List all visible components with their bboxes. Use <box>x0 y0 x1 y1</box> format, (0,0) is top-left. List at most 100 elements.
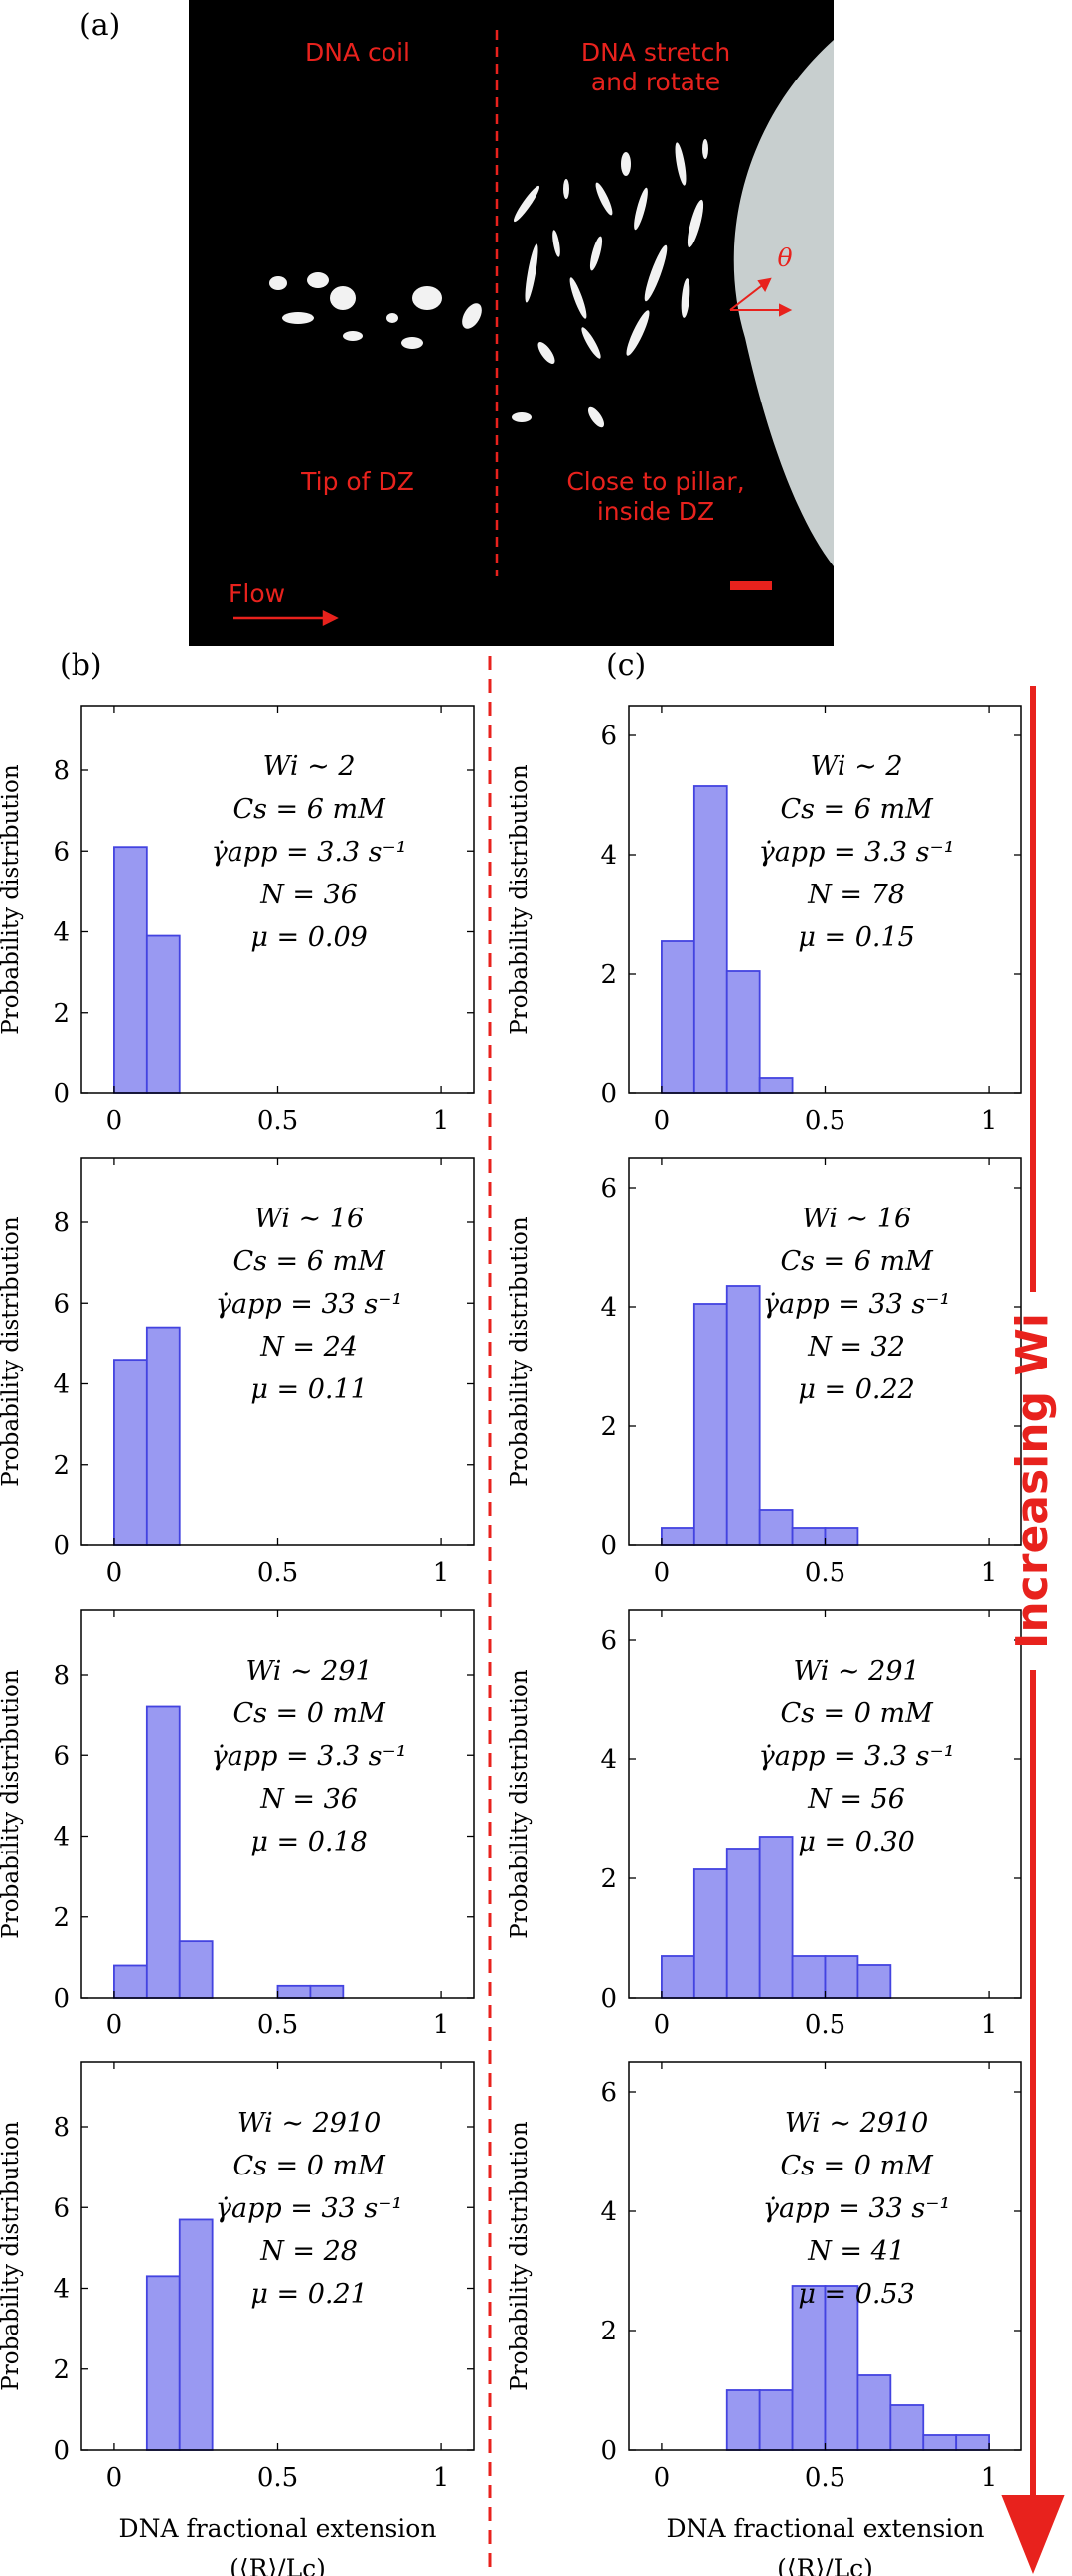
annotation-line-c1-0: Wi ∼ 2 <box>811 751 903 782</box>
x-tick-label-b3-0: 0 <box>106 2011 123 2040</box>
annotation-line-c2-3: N = 32 <box>807 1332 905 1363</box>
x-tick-label-c3-2: 1 <box>981 2011 997 2040</box>
y-tick-label-c4-0: 0 <box>600 2436 617 2466</box>
y-tick-label-b4-1: 2 <box>53 2355 70 2385</box>
y-tick-label-c4-1: 2 <box>600 2317 617 2346</box>
annotation-line-b3-3: N = 36 <box>259 1784 358 1815</box>
y-axis-label-c3: Probability distribution <box>507 1669 533 1939</box>
y-axis-label-c2: Probability distribution <box>507 1216 533 1487</box>
x-tick-label-c3-0: 0 <box>654 2011 671 2040</box>
y-tick-label-b2-4: 8 <box>53 1208 70 1238</box>
y-tick-label-c1-1: 2 <box>600 960 617 990</box>
x-tick-label-b1-1: 0.5 <box>257 1106 298 1136</box>
y-tick-label-b1-0: 0 <box>53 1079 70 1109</box>
y-tick-label-b4-0: 0 <box>53 2436 70 2466</box>
histogram-bar-b3-2 <box>178 1940 214 1999</box>
y-axis-label-b2: Probability distribution <box>0 1216 24 1487</box>
y-axis-label-b4: Probability distribution <box>0 2121 24 2391</box>
histogram-bar-b3-4 <box>309 1984 345 1999</box>
histogram-bar-c3-3 <box>758 1836 794 1999</box>
histogram-bar-b1-1 <box>145 934 181 1094</box>
annotation-line-c3-1: Cs = 0 mM <box>780 1698 934 1729</box>
y-tick-label-c1-2: 4 <box>600 841 617 871</box>
annotation-line-b1-1: Cs = 6 mM <box>232 794 386 825</box>
label-theta: θ <box>777 243 793 272</box>
histogram-bar-b4-0 <box>145 2275 181 2451</box>
label-dna-coil: DNA coil <box>305 38 410 67</box>
annotation-line-c4-2: γ̇app = 33 s⁻¹ <box>763 2193 950 2224</box>
y-tick-label-c2-1: 2 <box>600 1412 617 1442</box>
x-axis-label-b4: DNA fractional extension <box>119 2514 437 2543</box>
annotation-line-c4-4: μ = 0.53 <box>798 2279 914 2310</box>
annotation-line-b3-4: μ = 0.18 <box>250 1827 367 1857</box>
flow-arrow-icon <box>233 609 339 627</box>
annotation-line-b1-0: Wi ∼ 2 <box>263 751 356 782</box>
histogram-bar-c4-4 <box>856 2374 892 2451</box>
histogram-bar-c3-6 <box>856 1964 892 1999</box>
y-tick-label-b3-3: 6 <box>53 1741 70 1771</box>
y-tick-label-b2-0: 0 <box>53 1531 70 1561</box>
histogram-bar-c4-0 <box>725 2389 761 2451</box>
x-axis-label-c4: DNA fractional extension <box>667 2514 985 2543</box>
y-tick-label-b2-2: 4 <box>53 1370 70 1400</box>
x-tick-label-c1-2: 1 <box>981 1106 997 1136</box>
annotation-line-b2-3: N = 24 <box>259 1332 358 1363</box>
annotation-line-b4-1: Cs = 0 mM <box>232 2151 386 2181</box>
annotation-line-b2-0: Wi ∼ 16 <box>254 1204 364 1234</box>
microscopy-image: DNA coil DNA stretch and rotate Tip of D… <box>189 0 834 646</box>
y-tick-label-b1-4: 8 <box>53 756 70 786</box>
label-flow: Flow <box>229 579 286 608</box>
histogram-bar-c4-2 <box>791 2285 827 2451</box>
y-tick-label-b4-4: 8 <box>53 2113 70 2143</box>
histogram-bar-c3-1 <box>692 1868 728 1999</box>
y-tick-label-c1-0: 0 <box>600 1079 617 1109</box>
histogram-bar-b3-0 <box>113 1964 148 1999</box>
label-dna-stretch: DNA stretch and rotate <box>580 38 731 96</box>
annotation-line-b2-1: Cs = 6 mM <box>232 1246 386 1277</box>
histogram-bar-c3-0 <box>661 1955 695 1999</box>
histogram-bar-c1-0 <box>661 940 695 1094</box>
label-tip-dz: Tip of DZ <box>301 467 414 496</box>
histogram-bar-c4-7 <box>955 2434 990 2451</box>
histogram-bar-b4-1 <box>178 2218 214 2451</box>
panel-label-b: (b) <box>60 648 102 683</box>
panel-label-c: (c) <box>606 648 647 683</box>
y-tick-label-c3-0: 0 <box>600 1984 617 2013</box>
annotation-line-c4-1: Cs = 0 mM <box>780 2151 934 2181</box>
y-tick-label-b3-1: 2 <box>53 1903 70 1933</box>
histogram-bar-c1-2 <box>725 970 761 1094</box>
pillar-shape <box>733 40 834 566</box>
annotation-line-c2-4: μ = 0.22 <box>798 1374 914 1405</box>
y-tick-label-c3-1: 2 <box>600 1864 617 1894</box>
histogram-bar-c2-5 <box>824 1527 859 1546</box>
theta-arrows <box>729 277 793 317</box>
histogram-bar-c1-3 <box>758 1077 794 1094</box>
y-tick-label-b4-2: 4 <box>53 2275 70 2305</box>
histogram-bar-b2-1 <box>145 1326 181 1546</box>
y-tick-label-b1-1: 2 <box>53 999 70 1029</box>
annotation-line-c1-3: N = 78 <box>807 880 905 910</box>
y-axis-label-b1: Probability distribution <box>0 764 24 1035</box>
y-tick-label-c3-2: 4 <box>600 1745 617 1775</box>
y-tick-label-b3-2: 4 <box>53 1823 70 1852</box>
histogram-bar-c2-4 <box>791 1527 827 1546</box>
x-tick-label-c4-2: 1 <box>981 2463 997 2493</box>
annotation-line-c4-3: N = 41 <box>807 2236 905 2267</box>
annotation-line-b3-2: γ̇app = 3.3 s⁻¹ <box>212 1741 407 1772</box>
annotation-line-c1-4: μ = 0.15 <box>798 922 914 953</box>
x-axis-label2-b4: (⟨R⟩/Lc) <box>230 2554 326 2576</box>
dna-coils <box>269 272 482 349</box>
annotation-line-c2-1: Cs = 6 mM <box>780 1246 934 1277</box>
histogram-bar-c3-4 <box>791 1955 827 1999</box>
y-tick-label-c2-0: 0 <box>600 1531 617 1561</box>
x-tick-label-b1-2: 1 <box>433 1106 450 1136</box>
y-tick-label-b1-2: 4 <box>53 918 70 948</box>
histogram-bar-c3-5 <box>824 1955 859 1999</box>
annotation-line-b3-1: Cs = 0 mM <box>232 1698 386 1729</box>
y-tick-label-b2-1: 2 <box>53 1451 70 1481</box>
x-tick-label-b3-2: 1 <box>433 2011 450 2040</box>
annotation-line-c1-1: Cs = 6 mM <box>780 794 934 825</box>
histogram-bar-c2-1 <box>692 1303 728 1546</box>
histogram-bar-b1-0 <box>113 846 148 1094</box>
x-tick-label-b2-1: 0.5 <box>257 1558 298 1588</box>
